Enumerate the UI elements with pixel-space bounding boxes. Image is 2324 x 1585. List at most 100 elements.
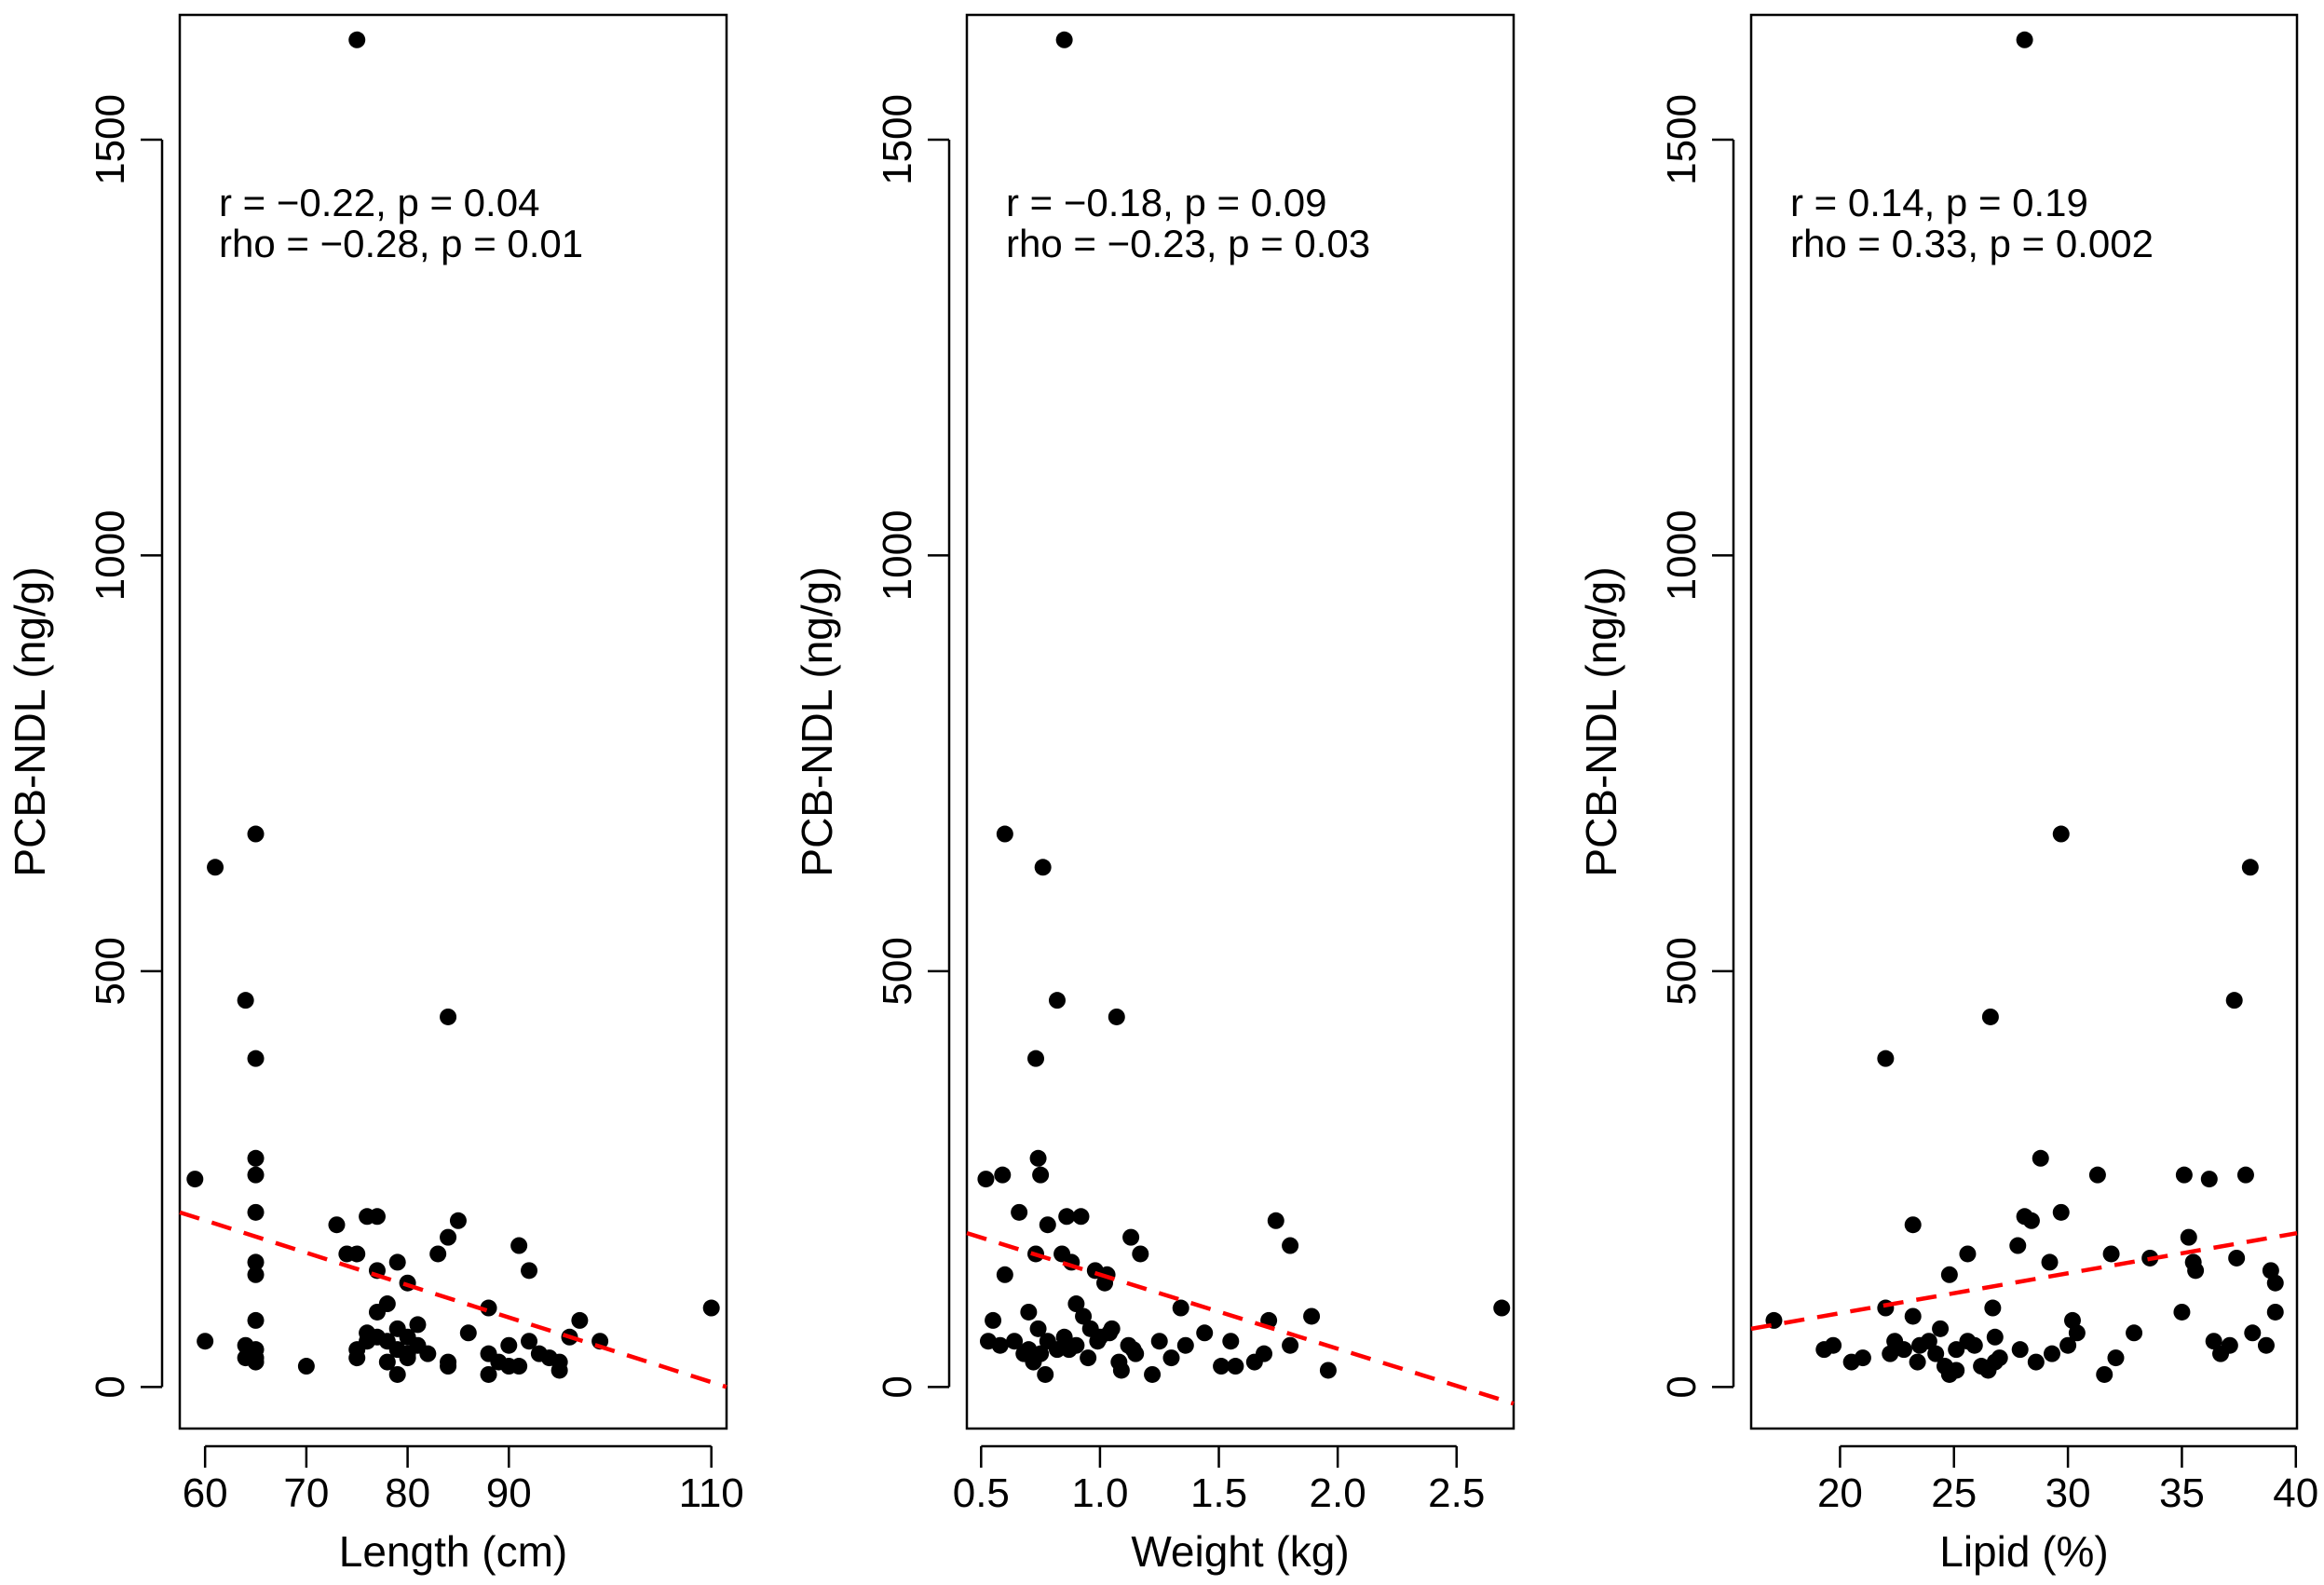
data-point <box>1144 1365 1162 1383</box>
data-point <box>985 1311 1002 1329</box>
data-point <box>1948 1341 1965 1359</box>
data-point <box>1112 1361 1130 1379</box>
data-point <box>1991 1349 2008 1367</box>
data-point <box>2009 1237 2027 1254</box>
panel-2: 0.5 1.0 1.5 2.0 2.5 Weight (kg) 0 500 1000 1500 PC… <box>793 13 1515 1576</box>
data-point <box>1172 1299 1189 1317</box>
data-point <box>449 1212 467 1229</box>
data-point <box>247 1253 265 1271</box>
data-point <box>2068 1324 2086 1342</box>
data-point <box>388 1253 406 1271</box>
y-tick-label: 500 <box>88 937 133 1005</box>
data-point <box>247 1266 265 1283</box>
data-point <box>1979 1361 1997 1379</box>
data-point <box>1909 1353 1926 1371</box>
y-axis: 0 500 1000 1500 <box>1659 94 1735 1399</box>
data-point <box>1037 1365 1054 1383</box>
data-point <box>459 1324 477 1342</box>
data-point <box>419 1345 437 1362</box>
data-point <box>1213 1358 1230 1375</box>
stat-annotation-2: rho = −0.28, p = 0.01 <box>219 222 583 265</box>
data-point <box>510 1358 528 1375</box>
data-point <box>480 1299 497 1317</box>
plot-frame <box>178 13 728 1430</box>
data-point <box>991 1336 1009 1354</box>
y-axis-label: PCB-NDL (ng/g) <box>6 566 54 876</box>
trend-line <box>179 1210 727 1389</box>
data-point <box>2032 1149 2049 1167</box>
data-point <box>207 859 224 876</box>
data-point <box>368 1303 386 1321</box>
data-points <box>977 31 1511 1383</box>
x-axis: 20 25 30 35 40 <box>1817 1444 2318 1516</box>
data-point <box>510 1237 528 1254</box>
data-point <box>1006 1333 1024 1350</box>
data-point <box>1032 1166 1050 1184</box>
data-point <box>237 992 254 1009</box>
y-tick-label: 500 <box>875 937 920 1005</box>
data-point <box>359 1324 376 1342</box>
x-tick-label: 40 <box>2273 1470 2318 1516</box>
data-point <box>1067 1295 1085 1313</box>
x-tick-label: 1.0 <box>1071 1470 1128 1516</box>
data-point <box>1267 1212 1284 1229</box>
data-point <box>1025 1353 1042 1371</box>
data-point <box>2180 1228 2197 1246</box>
x-axis-label: Lipid (%) <box>1939 1527 2109 1576</box>
data-point <box>1932 1320 1950 1337</box>
data-point <box>2107 1349 2125 1367</box>
data-point <box>348 31 366 48</box>
data-point <box>247 1203 265 1221</box>
data-point <box>1176 1336 1194 1354</box>
data-point <box>328 1216 346 1234</box>
data-point <box>521 1333 538 1350</box>
y-tick-label: 1500 <box>88 94 133 185</box>
data-point <box>2175 1166 2193 1184</box>
data-point <box>247 1149 265 1167</box>
y-tick-label: 1500 <box>1659 94 1705 185</box>
trend-line <box>966 1231 1515 1406</box>
data-point <box>1959 1245 1977 1263</box>
data-point <box>2173 1303 2191 1321</box>
data-point <box>1319 1361 1337 1379</box>
data-point <box>1245 1353 1263 1371</box>
data-point <box>1854 1349 1871 1367</box>
y-tick-label: 0 <box>1659 1375 1705 1398</box>
x-axis: 60 70 80 90 110 <box>183 1444 744 1516</box>
y-tick-label: 1000 <box>875 509 920 601</box>
stat-annotation-2: rho = 0.33, p = 0.002 <box>1790 222 2154 265</box>
stat-annotation-1: r = 0.14, p = 0.19 <box>1790 181 2088 224</box>
data-point <box>2088 1166 2106 1184</box>
data-point <box>1227 1358 1244 1375</box>
data-point <box>996 1266 1013 1283</box>
x-tick-label: 90 <box>486 1470 532 1516</box>
x-tick-label: 2.5 <box>1428 1470 1485 1516</box>
x-tick-label: 1.5 <box>1190 1470 1247 1516</box>
data-point <box>1877 1050 1895 1067</box>
data-point <box>1882 1345 1899 1362</box>
data-point <box>1055 31 1073 48</box>
data-point <box>1222 1333 1240 1350</box>
data-point <box>348 1245 366 1263</box>
data-point <box>1060 1341 1078 1359</box>
y-tick-label: 0 <box>88 1375 133 1398</box>
x-tick-label: 25 <box>1931 1470 1977 1516</box>
data-point <box>2266 1303 2284 1321</box>
y-tick-label: 1500 <box>875 94 920 185</box>
x-tick-label: 110 <box>679 1470 744 1516</box>
data-point <box>247 1311 265 1329</box>
data-point <box>1020 1303 1038 1321</box>
data-point <box>1303 1307 1321 1325</box>
y-tick-label: 1000 <box>1659 509 1705 601</box>
data-point <box>368 1208 386 1226</box>
x-tick-label: 2.0 <box>1310 1470 1366 1516</box>
data-point <box>994 1166 1012 1184</box>
data-point <box>388 1365 406 1383</box>
data-point <box>1011 1203 1028 1221</box>
x-axis-label: Length (cm) <box>339 1527 567 1576</box>
trend-line <box>1750 1230 2298 1332</box>
data-point <box>1940 1266 1958 1283</box>
data-point <box>2043 1345 2060 1362</box>
x-axis-label: Weight (kg) <box>1131 1527 1349 1576</box>
